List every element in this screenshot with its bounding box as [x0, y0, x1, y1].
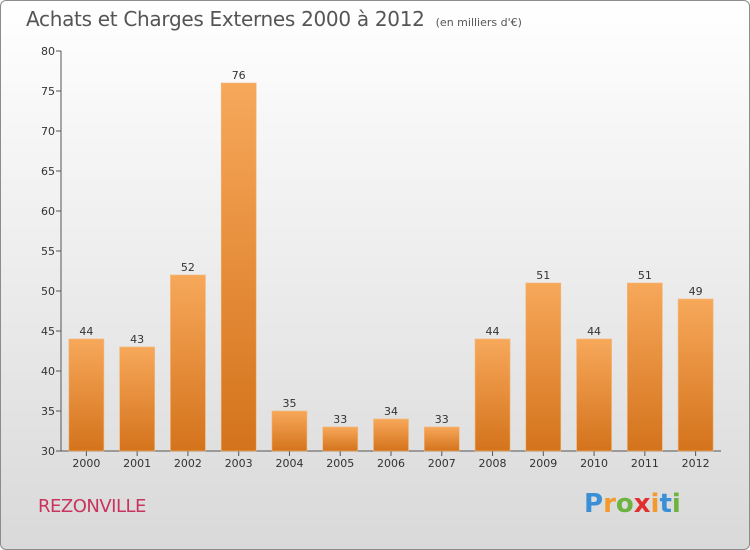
chart-title: Achats et Charges Externes 2000 à 2012	[26, 7, 425, 31]
chart-subtitle: (en milliers d'€)	[435, 16, 522, 29]
y-tick-label: 35	[41, 405, 55, 418]
x-tick-label: 2005	[326, 457, 354, 470]
data-label-2012: 49	[689, 285, 703, 298]
x-tick-label: 2010	[580, 457, 608, 470]
proxiti-logo[interactable]: Proxiti	[584, 489, 681, 519]
data-label-2001: 43	[130, 333, 144, 346]
data-label-2011: 51	[638, 269, 652, 282]
logo-letter: i	[650, 489, 660, 519]
axes: 30 35 40 45 50 55 60 65 70 75 80 2000 2001 2002 2003 20…	[41, 45, 721, 470]
data-label-2006: 34	[384, 405, 398, 418]
bar-2008	[474, 338, 511, 452]
bar-2012	[677, 298, 714, 452]
data-label-2002: 52	[181, 261, 195, 274]
data-label-2003: 76	[232, 69, 246, 82]
y-tick-label: 30	[41, 445, 55, 458]
x-tick-label: 2004	[275, 457, 303, 470]
x-tick-label: 2006	[377, 457, 405, 470]
y-tick-label: 40	[41, 365, 55, 378]
y-tick-label: 80	[41, 45, 55, 58]
bar-2003	[220, 82, 257, 452]
y-tick-label: 75	[41, 85, 55, 98]
bar-2002	[170, 274, 206, 452]
logo-letter: P	[584, 489, 604, 519]
bar-2007	[423, 426, 460, 452]
logo-letter: x	[633, 489, 651, 519]
x-tick-label: 2008	[479, 457, 507, 470]
data-labels: 44 43 52 76 35 33 34 33 44 51 44 51 49	[79, 69, 702, 426]
data-label-2010: 44	[587, 325, 601, 338]
bar-2004	[271, 410, 308, 452]
bar-2006	[373, 418, 409, 452]
y-tick-label: 55	[41, 245, 55, 258]
logo-letter: i	[671, 489, 681, 519]
y-tick-label: 50	[41, 285, 55, 298]
x-tick-label: 2003	[225, 457, 253, 470]
data-label-2007: 33	[435, 413, 449, 426]
logo-letter: o	[615, 489, 634, 519]
logo-letter: t	[659, 489, 672, 519]
commune-name: REZONVILLE	[38, 496, 146, 517]
bar-2001	[119, 346, 155, 452]
y-tick-label: 60	[41, 205, 55, 218]
x-tick-label: 2009	[529, 457, 557, 470]
data-label-2000: 44	[79, 325, 93, 338]
data-label-2004: 35	[282, 397, 296, 410]
y-tick-label: 45	[41, 325, 55, 338]
bar-2010	[576, 338, 612, 452]
bar-2000	[68, 338, 105, 452]
bars	[68, 82, 714, 452]
y-tick-label: 70	[41, 125, 55, 138]
bar-2011	[627, 282, 663, 452]
data-label-2009: 51	[536, 269, 550, 282]
x-tick-label: 2000	[72, 457, 100, 470]
y-tick-label: 65	[41, 165, 55, 178]
data-label-2005: 33	[333, 413, 347, 426]
data-label-2008: 44	[486, 325, 500, 338]
x-tick-label: 2001	[123, 457, 151, 470]
bar-2009	[525, 282, 562, 452]
logo-letter: r	[603, 489, 616, 519]
title-row: Achats et Charges Externes 2000 à 2012 (…	[26, 7, 522, 31]
x-tick-label: 2011	[631, 457, 659, 470]
x-tick-label: 2012	[682, 457, 710, 470]
x-tick-label: 2002	[174, 457, 202, 470]
bar-2005	[322, 426, 359, 452]
x-tick-label: 2007	[428, 457, 456, 470]
